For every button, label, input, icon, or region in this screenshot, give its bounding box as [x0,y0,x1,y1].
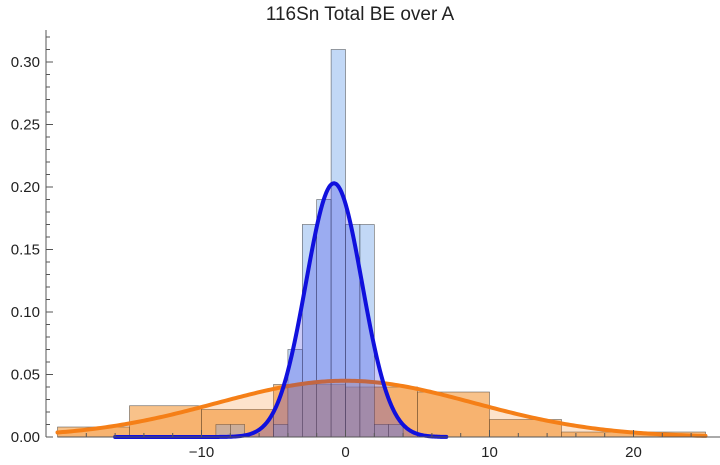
chart-title: 116Sn Total BE over A [265,4,455,25]
curve-1-fill [115,183,447,437]
y-tick-label: 0.05 [11,367,40,384]
axis-layer: −10 0 10 20 0.00 0.05 0.10 0.15 0.20 0.25 0.30 [11,30,720,461]
y-tick-label: 0.25 [11,117,40,134]
y-tick-label: 0.15 [11,242,40,259]
x-tick-label: −10 [189,444,214,461]
curve-layer [55,181,708,439]
x-tick-label: 10 [481,444,498,461]
y-tick-label: 0.30 [11,54,40,71]
x-tick-label: 20 [625,444,642,461]
curve-0-fill [57,380,706,437]
x-tick-label: 0 [341,444,349,461]
y-tick-label: 0.00 [11,429,40,446]
y-tick-label: 0.20 [11,179,40,196]
y-tick-label: 0.10 [11,304,40,321]
